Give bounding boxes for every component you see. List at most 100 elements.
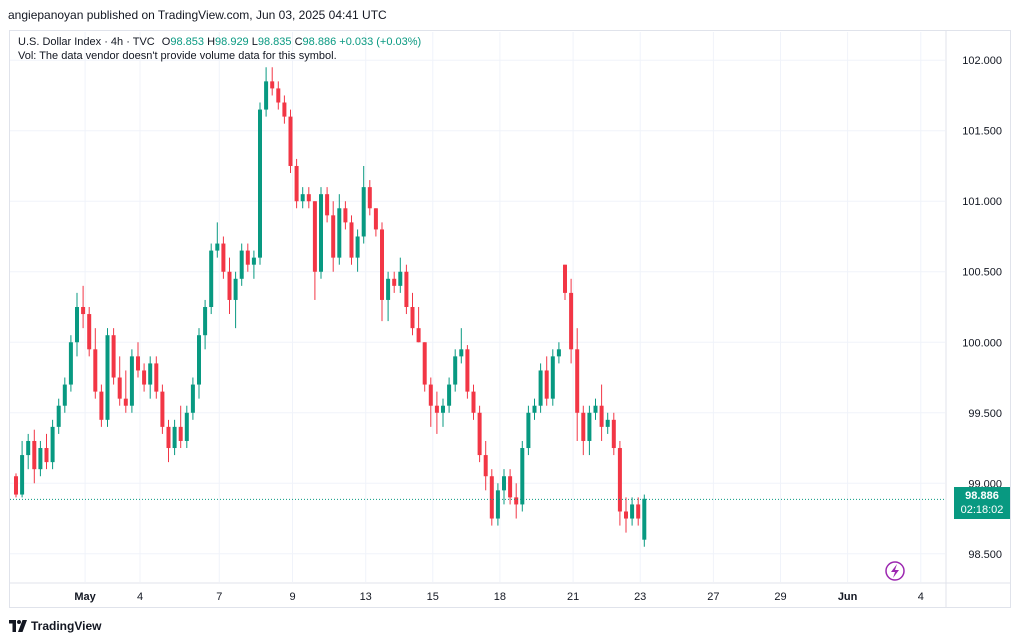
y-tick-label: 99.500 [968,408,1002,420]
candle [471,384,476,420]
change-value: +0.033 (+0.03%) [339,36,422,48]
candle [38,440,43,477]
candle-body [62,384,67,406]
candle [331,201,336,272]
candle [264,67,269,117]
x-tick-label: 21 [567,591,579,603]
candle-body [434,405,439,413]
candle [544,356,549,406]
candle [508,469,513,505]
candle-body [14,476,18,495]
candle-body [373,208,378,230]
candle [319,187,323,279]
candle-body [136,356,140,371]
candle [20,440,25,498]
candle-body [239,250,244,279]
y-tick-label: 101.000 [962,196,1002,208]
candle-body [483,455,488,477]
footer-brand[interactable]: TradingView [9,619,101,633]
candle-body [386,278,391,300]
candle-body [68,342,73,385]
candle [447,377,452,413]
x-tick-label: 27 [707,591,719,603]
candle [227,257,232,315]
candle-body [453,356,458,385]
candle [306,187,311,209]
candle [288,109,293,174]
candle [453,349,458,392]
candle [282,95,287,124]
candle-body [215,243,220,251]
candle-body [636,504,641,519]
candles [14,67,647,547]
candle-body [605,419,610,427]
candle-body [245,250,250,265]
candle [62,377,67,413]
candle-body [190,384,195,413]
candle [495,483,500,526]
x-tick-label: Jun [838,591,858,603]
candle [599,384,604,441]
candle [14,473,18,498]
candle [392,271,397,293]
chart-area[interactable] [9,30,1011,608]
candle-body [422,342,427,385]
candle [617,440,622,526]
candle [636,497,641,526]
candle-body [166,426,171,449]
candle [233,271,238,329]
lightning-icon[interactable] [885,561,905,581]
candle-body [526,412,531,449]
candle-body [203,307,208,336]
candle [93,328,98,399]
candle [502,469,506,505]
candle [142,363,147,392]
candle-body [111,335,116,378]
candle [563,264,567,300]
candle [166,419,171,463]
candle-body [26,440,31,456]
candle-body [410,307,415,329]
candle-body [233,278,238,300]
candle [197,328,201,399]
candle-body [611,419,616,449]
y-tick-label: 98.500 [968,549,1002,561]
close-label: C [294,36,303,48]
y-tick-label: 102.000 [962,55,1002,67]
candle-body [508,476,513,498]
candle-body [148,363,153,385]
candle-body [129,356,134,406]
candle-body [477,412,482,456]
candle [56,398,61,434]
candle-body [105,335,110,420]
candle-body [489,476,494,519]
candle-body [75,307,79,343]
candle-body [270,81,275,89]
x-tick-label: 4 [918,591,924,603]
candle-body [123,398,128,406]
candle [239,243,244,286]
x-tick-label: May [74,591,96,603]
candle [50,419,55,470]
candle [477,405,482,463]
candle-body [642,498,647,540]
tradingview-logo-icon [9,620,27,632]
candle [105,328,110,427]
candle-body [172,426,177,449]
brand-name: TradingView [31,619,102,633]
candle-body [502,476,506,491]
candle [32,429,37,484]
candle-body [398,271,403,286]
candle-body [117,377,122,399]
candle-body [56,405,61,427]
candle [404,264,409,315]
candle-body [380,229,384,300]
candle-body [142,370,147,385]
candle-body [593,405,598,413]
candle [434,391,439,434]
candle-body [624,511,628,519]
candle [87,307,92,357]
candle-body [288,116,293,166]
candle-body [617,448,622,512]
